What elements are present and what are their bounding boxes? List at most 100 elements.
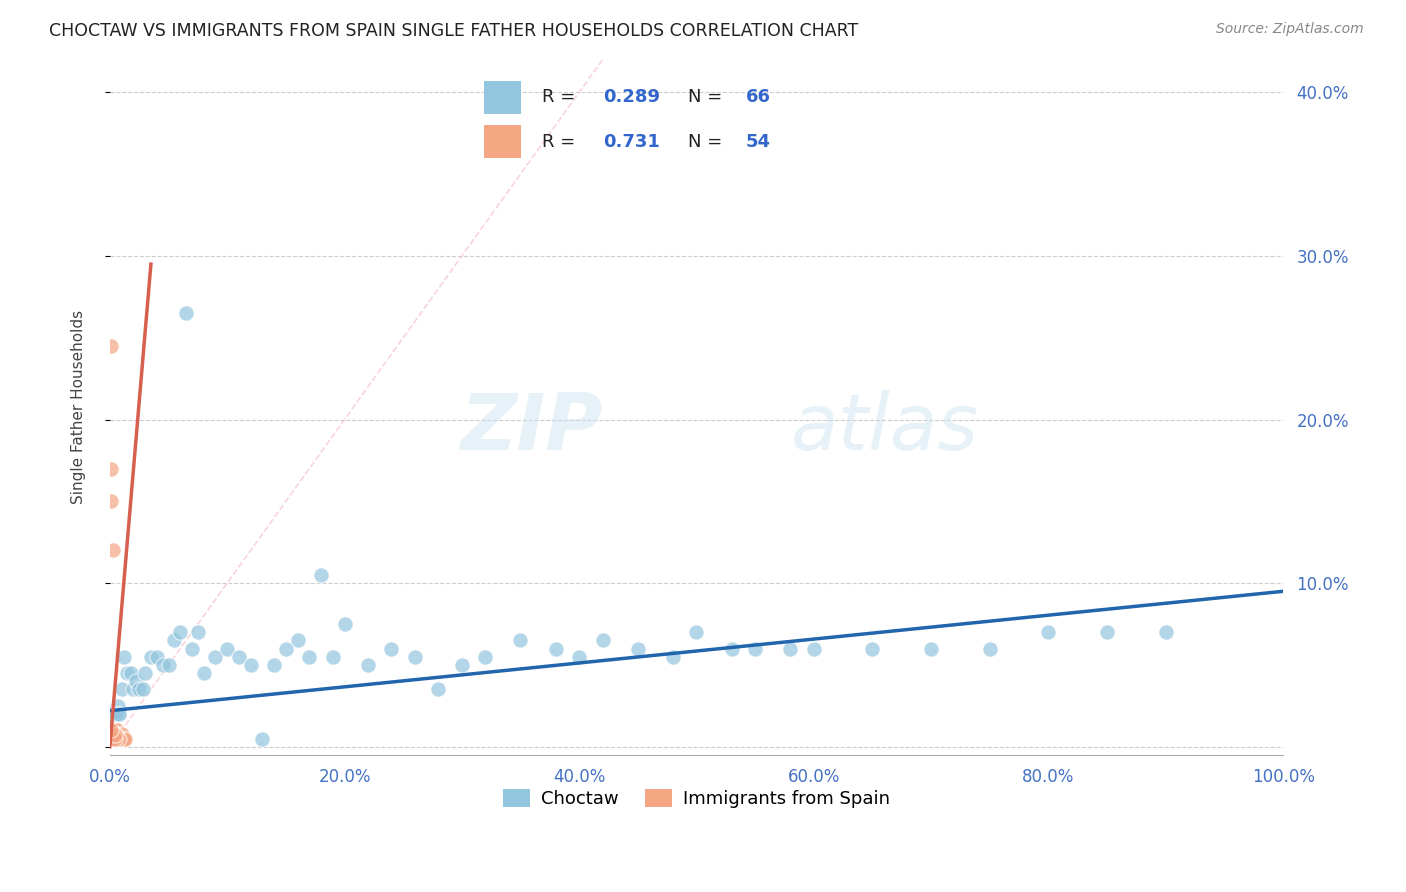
Point [112, 731, 135, 746]
Point [862, 641, 884, 656]
Point [100, 723, 122, 738]
Point [100, 461, 122, 475]
Point [101, 723, 124, 738]
Point [100, 494, 122, 508]
Point [1038, 625, 1060, 640]
Point [309, 568, 332, 582]
Point [134, 666, 156, 681]
Point [103, 726, 125, 740]
Point [568, 649, 591, 664]
Point [108, 706, 131, 721]
Point [103, 731, 125, 746]
Point [110, 726, 132, 740]
Point [103, 723, 125, 738]
Point [803, 641, 825, 656]
Point [104, 731, 127, 746]
Point [104, 706, 127, 721]
Point [662, 649, 685, 664]
Point [100, 726, 122, 740]
Point [101, 731, 124, 746]
Point [509, 633, 531, 648]
Point [979, 641, 1001, 656]
Point [204, 649, 226, 664]
Point [1095, 625, 1118, 640]
Point [108, 706, 131, 721]
Point [101, 726, 124, 740]
Point [101, 728, 124, 742]
Point [108, 726, 131, 740]
Point [100, 723, 122, 738]
Point [450, 657, 472, 672]
Point [103, 543, 125, 558]
Point [228, 649, 250, 664]
Point [103, 728, 125, 742]
Point [104, 728, 127, 742]
Point [117, 666, 139, 681]
Point [108, 731, 131, 746]
Point [217, 641, 239, 656]
Text: ZIP: ZIP [460, 390, 603, 467]
Point [110, 731, 132, 746]
Point [322, 649, 344, 664]
Point [107, 698, 129, 713]
Point [104, 731, 127, 746]
Point [110, 682, 132, 697]
Point [685, 625, 707, 640]
Point [100, 723, 122, 738]
Point [101, 731, 124, 746]
Point [103, 731, 125, 746]
Point [103, 728, 125, 742]
Point [103, 706, 125, 721]
Point [101, 715, 124, 730]
Point [107, 726, 129, 740]
Point [103, 723, 125, 738]
Point [103, 731, 125, 746]
Point [100, 339, 122, 353]
Point [157, 657, 180, 672]
Point [103, 728, 125, 742]
Text: Source: ZipAtlas.com: Source: ZipAtlas.com [1216, 22, 1364, 37]
Point [744, 641, 766, 656]
Point [103, 731, 125, 746]
Point [110, 731, 132, 746]
Point [101, 731, 124, 746]
Point [427, 682, 450, 697]
Point [128, 682, 150, 697]
Point [274, 641, 297, 656]
Point [114, 731, 136, 746]
Point [104, 726, 127, 740]
Point [131, 682, 153, 697]
Point [104, 731, 127, 746]
Point [104, 723, 127, 738]
Legend: Choctaw, Immigrants from Spain: Choctaw, Immigrants from Spain [495, 781, 897, 815]
Text: atlas: atlas [790, 390, 979, 467]
Point [107, 731, 129, 746]
Point [193, 666, 215, 681]
Point [357, 657, 380, 672]
Point [122, 682, 145, 697]
Point [287, 633, 309, 648]
Point [1154, 625, 1177, 640]
Point [108, 731, 131, 746]
Point [181, 641, 204, 656]
Text: CHOCTAW VS IMMIGRANTS FROM SPAIN SINGLE FATHER HOUSEHOLDS CORRELATION CHART: CHOCTAW VS IMMIGRANTS FROM SPAIN SINGLE … [49, 22, 859, 40]
Point [474, 649, 496, 664]
Point [111, 731, 134, 746]
Point [101, 728, 124, 742]
Point [920, 641, 942, 656]
Point [110, 726, 132, 740]
Point [103, 728, 125, 742]
Point [146, 649, 169, 664]
Point [239, 657, 262, 672]
Y-axis label: Single Father Households: Single Father Households [72, 310, 86, 504]
Point [720, 641, 742, 656]
Point [103, 723, 125, 738]
Point [105, 731, 128, 746]
Point [252, 731, 274, 746]
Point [169, 625, 191, 640]
Point [187, 625, 209, 640]
Point [103, 731, 125, 746]
Point [333, 617, 356, 632]
Point [174, 306, 197, 320]
Point [100, 731, 122, 746]
